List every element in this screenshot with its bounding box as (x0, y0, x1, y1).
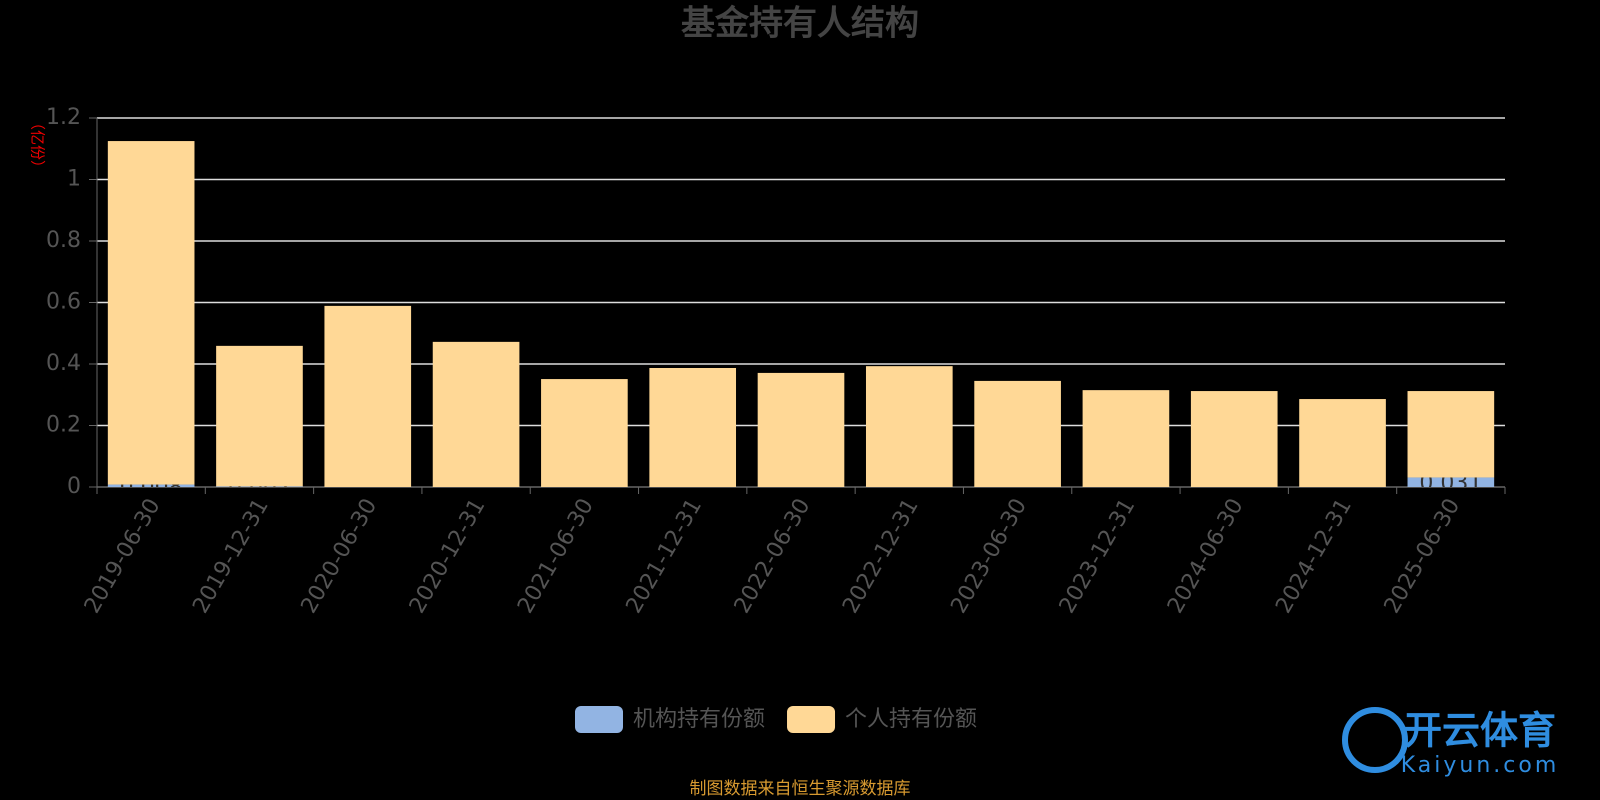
bar-segment (649, 367, 737, 487)
x-tick-label: 2019-06-30 (80, 495, 166, 618)
x-tick-label: 2022-12-31 (838, 495, 924, 618)
bar-segment (757, 372, 845, 487)
watermark-name: 开云体育 (1404, 709, 1556, 753)
y-tick-label: 0.2 (46, 413, 81, 438)
bar-segment (1407, 391, 1495, 478)
bar-segment (107, 484, 195, 487)
y-tick-label: 0.8 (46, 228, 81, 253)
y-tick-label: 0.6 (46, 290, 81, 315)
bar-segment (324, 305, 412, 487)
bar-segment (216, 345, 303, 487)
y-tick-label: 0 (67, 474, 81, 499)
bar-segment (1190, 391, 1278, 487)
x-tick-label: 2025-06-30 (1380, 495, 1466, 618)
x-tick-label: 2020-06-30 (297, 495, 383, 618)
bar-segment (107, 141, 195, 485)
bar-segment (216, 486, 303, 487)
x-tick-label: 2024-12-31 (1271, 495, 1357, 618)
x-tick-label: 2024-06-30 (1163, 495, 1249, 618)
legend-label: 机构持有份额 (633, 707, 765, 732)
y-axis-label: （亿份） (29, 115, 47, 175)
bar-segment (865, 366, 953, 487)
x-tick-label: 2023-06-30 (946, 495, 1032, 618)
bar-segment (1082, 390, 1170, 487)
bar-segment (1407, 477, 1495, 487)
legend-swatch (787, 706, 836, 733)
bar-segment (974, 380, 1061, 487)
x-tick-label: 2020-12-31 (405, 495, 491, 618)
legend-swatch (575, 706, 623, 733)
bar-segment (1299, 399, 1386, 487)
watermark-logo (1342, 707, 1408, 773)
x-tick-label: 2021-12-31 (622, 495, 708, 618)
y-tick-label: 1.2 (46, 105, 81, 130)
bar-segment (432, 341, 520, 487)
x-tick-label: 2022-06-30 (730, 495, 816, 618)
bar-segment (541, 379, 628, 487)
x-tick-label: 2021-06-30 (513, 495, 599, 618)
legend-label: 个人持有份额 (845, 707, 977, 732)
y-tick-label: 1 (67, 167, 81, 192)
x-tick-label: 2019-12-31 (188, 495, 274, 618)
y-tick-label: 0.4 (46, 351, 81, 376)
source-note: 制图数据来自恒生聚源数据库 (690, 779, 911, 799)
chart-title: 基金持有人结构 (681, 4, 919, 44)
x-tick-label: 2023-12-31 (1055, 495, 1141, 618)
watermark-url: Kaiyun.com (1401, 753, 1560, 778)
